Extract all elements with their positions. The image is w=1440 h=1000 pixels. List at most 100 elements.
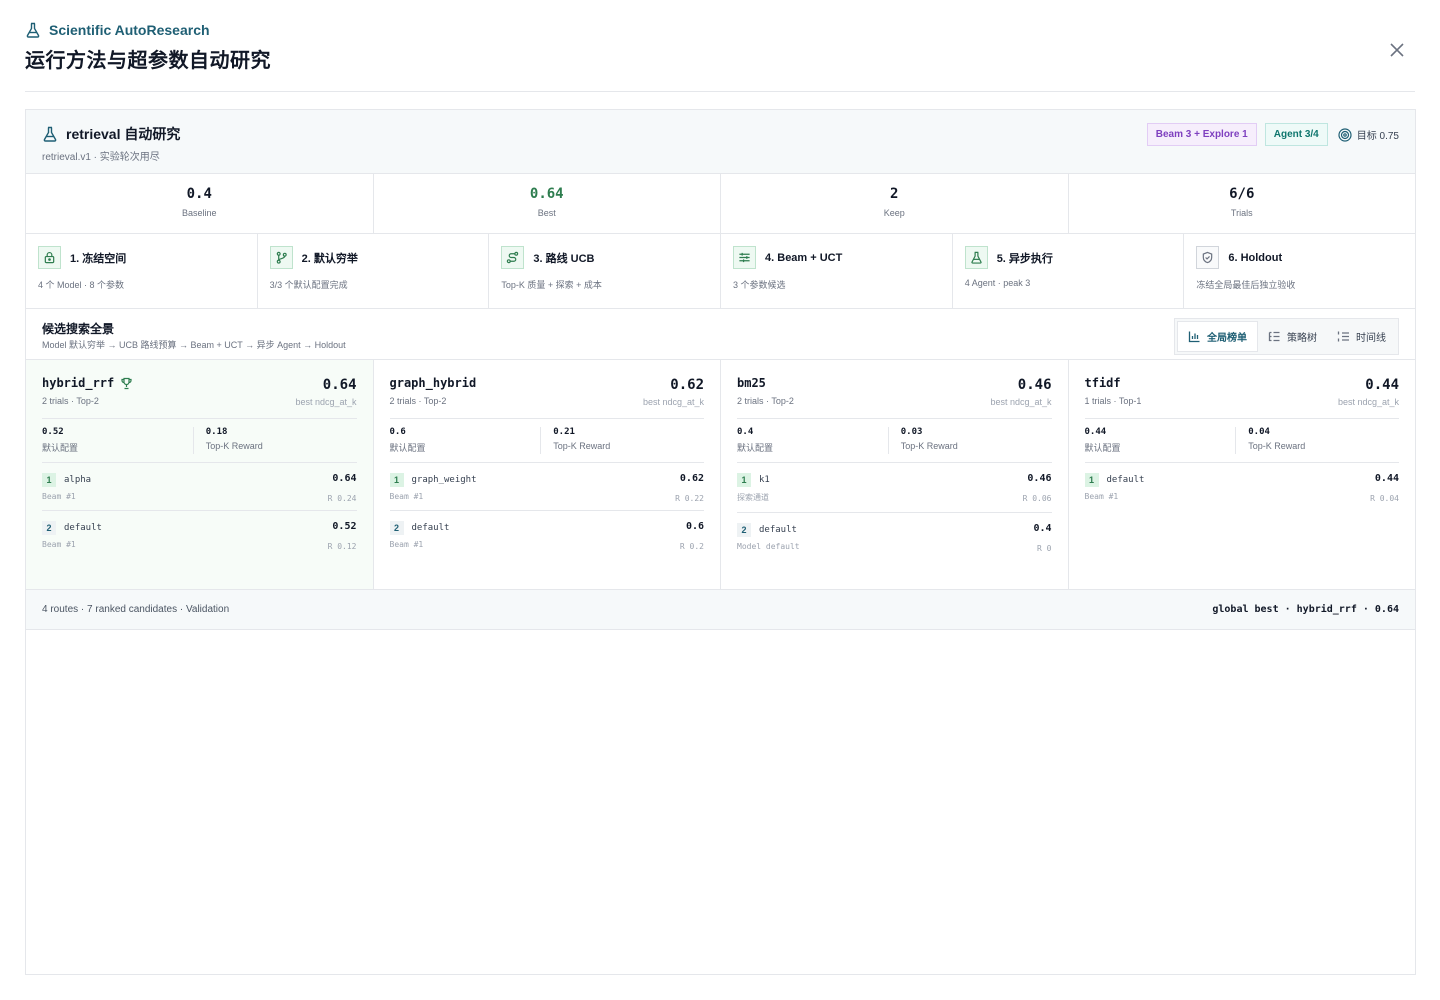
badge-group: Beam 3 + Explore 1 Agent 3/4 目标 0.75 <box>1146 123 1399 146</box>
rank-badge: 1 <box>737 473 751 487</box>
list-item[interactable]: 2 default 0.6 Beam #1 R 0.2 <box>389 511 704 558</box>
card-score: 0.62 <box>670 377 704 393</box>
close-icon[interactable] <box>1387 40 1407 60</box>
rank-badge: 2 <box>737 523 751 537</box>
card-name: bm25 <box>737 376 766 390</box>
candidate-card[interactable]: graph_hybrid 2 trials · Top-2 0.62 best … <box>374 360 721 589</box>
card-name-row: graph_hybrid <box>390 376 705 390</box>
row-sub: 探索通道 <box>737 493 769 502</box>
list-item[interactable]: 1 graph_weight 0.62 Beam #1 R 0.22 <box>389 463 704 511</box>
row-score: 0.64 <box>332 473 357 484</box>
stat-value: 0.64 <box>529 186 564 202</box>
card-summary: 0.52 默认配置 0.18 Top-K Reward <box>42 419 357 463</box>
reward-label: Top-K Reward <box>205 441 263 451</box>
rank-badge: 2 <box>389 521 404 535</box>
search-title: 候选搜索全景 <box>42 322 115 336</box>
stat-value: 0.4 <box>186 186 212 202</box>
card-meta: 1 trials · Top-1 <box>1084 396 1142 406</box>
card-name-row: tfidf <box>1085 376 1400 390</box>
summary-footer: 4 routes · 7 ranked candidates · Validat… <box>26 590 1415 630</box>
view-tabs: 全局榜单 策略树 时间线 <box>1174 318 1399 355</box>
footer-summary: 4 routes · 7 ranked candidates · Validat… <box>42 604 230 615</box>
tab-timeline[interactable]: 时间线 <box>1327 321 1396 352</box>
branch-icon <box>269 246 293 269</box>
row-score: 0.62 <box>679 473 704 484</box>
param-name: default <box>64 523 102 533</box>
bar-chart-icon <box>1188 331 1200 343</box>
step-default-enum: 2. 默认穷举 3/3 个默认配置完成 <box>258 234 490 308</box>
card-summary: 0.4 默认配置 0.03 Top-K Reward <box>737 419 1052 463</box>
list-item[interactable]: 2 default 0.4 Model default R 0 <box>737 513 1052 560</box>
default-label: 默认配置 <box>42 443 79 453</box>
tab-global-leaderboard[interactable]: 全局榜单 <box>1177 321 1258 352</box>
reward-value: 0.03 <box>900 427 923 437</box>
stat-trials: 6/6 Trials <box>1069 174 1416 233</box>
target-indicator: 目标 0.75 <box>1338 127 1399 142</box>
search-subtitle: Model 默认穷举 → UCB 路线预算 → Beam + UCT → 异步 … <box>42 340 346 350</box>
row-reward: R 0.12 <box>327 542 357 551</box>
strategy-badge: Beam 3 + Explore 1 <box>1146 123 1257 146</box>
brand-label: Scientific AutoResearch <box>49 22 210 38</box>
list-item[interactable]: 1 default 0.44 Beam #1 R 0.04 <box>1084 463 1399 510</box>
candidate-card[interactable]: bm25 2 trials · Top-2 0.46 best ndcg_at_… <box>721 360 1069 589</box>
card-name: graph_hybrid <box>389 376 477 390</box>
row-sub: Beam #1 <box>1084 492 1119 501</box>
card-summary: 0.44 默认配置 0.04 Top-K Reward <box>1084 419 1399 463</box>
step-desc: 4 Agent · peak 3 <box>964 278 1031 288</box>
card-name-row: bm25 <box>737 376 1052 390</box>
list-item[interactable]: 2 default 0.52 Beam #1 R 0.12 <box>42 511 357 558</box>
card-metric: best ndcg_at_k <box>990 397 1052 407</box>
list-item[interactable]: 1 k1 0.46 探索通道 R 0.06 <box>737 463 1052 513</box>
reward-label: Top-K Reward <box>553 441 611 451</box>
stat-keep: 2 Keep <box>721 174 1069 233</box>
tab-strategy-tree[interactable]: 策略树 <box>1258 321 1327 352</box>
research-panel: retrieval 自动研究 retrieval.v1 · 实验轮次用尽 Bea… <box>25 109 1416 975</box>
reward-value: 0.04 <box>1248 427 1270 437</box>
step-desc: 3 个参数候选 <box>733 280 786 290</box>
step-desc: 冻结全局最佳后独立验收 <box>1196 280 1296 290</box>
route-icon <box>501 246 525 269</box>
stat-label: Trials <box>1230 208 1253 218</box>
step-desc: 3/3 个默认配置完成 <box>269 280 348 290</box>
card-meta: 2 trials · Top-2 <box>737 396 794 406</box>
card-metric: best ndcg_at_k <box>295 397 357 407</box>
step-desc: 4 个 Model · 8 个参数 <box>38 280 125 290</box>
panel-title: retrieval 自动研究 <box>66 126 181 142</box>
row-reward: R 0.24 <box>327 494 357 503</box>
rank-badge: 2 <box>42 521 56 535</box>
search-header: 候选搜索全景 Model 默认穷举 → UCB 路线预算 → Beam + UC… <box>26 309 1415 360</box>
card-metric: best ndcg_at_k <box>642 397 704 407</box>
stat-value: 6/6 <box>1229 186 1255 202</box>
step-beam-uct: 4. Beam + UCT 3 个参数候选 <box>721 234 953 308</box>
default-label: 默认配置 <box>737 443 774 453</box>
row-reward: R 0.22 <box>675 494 704 503</box>
reward-label: Top-K Reward <box>1248 441 1306 451</box>
tab-label: 时间线 <box>1356 333 1386 344</box>
card-name: tfidf <box>1084 376 1121 390</box>
stat-label: Best <box>537 208 556 218</box>
default-value: 0.4 <box>737 427 754 437</box>
step-title: 2. 默认穷举 <box>301 252 358 265</box>
card-score: 0.64 <box>322 377 357 393</box>
rank-badge: 1 <box>389 473 404 487</box>
trophy-icon <box>121 377 132 389</box>
stat-label: Baseline <box>181 208 217 218</box>
candidate-cards: hybrid_rrf 2 trials · Top-2 0.64 best nd… <box>26 360 1415 590</box>
row-reward: R 0.06 <box>1022 494 1052 503</box>
brand: Scientific AutoResearch <box>25 22 1415 38</box>
row-score: 0.46 <box>1027 473 1052 484</box>
candidate-card[interactable]: hybrid_rrf 2 trials · Top-2 0.64 best nd… <box>26 360 374 589</box>
param-name: default <box>759 525 797 535</box>
lock-icon <box>38 246 61 269</box>
row-sub: Model default <box>737 542 800 551</box>
reward-value: 0.18 <box>205 427 228 437</box>
candidate-card[interactable]: tfidf 1 trials · Top-1 0.44 best ndcg_at… <box>1069 360 1416 589</box>
panel-header: retrieval 自动研究 retrieval.v1 · 实验轮次用尽 Bea… <box>26 110 1415 174</box>
param-name: default <box>1106 475 1145 485</box>
param-name: alpha <box>64 475 92 485</box>
list-item[interactable]: 1 alpha 0.64 Beam #1 R 0.24 <box>42 463 357 511</box>
card-score: 0.44 <box>1365 377 1399 393</box>
default-label: 默认配置 <box>1084 443 1121 453</box>
row-sub: Beam #1 <box>42 492 76 501</box>
step-freeze-space: 1. 冻结空间 4 个 Model · 8 个参数 <box>26 234 258 308</box>
